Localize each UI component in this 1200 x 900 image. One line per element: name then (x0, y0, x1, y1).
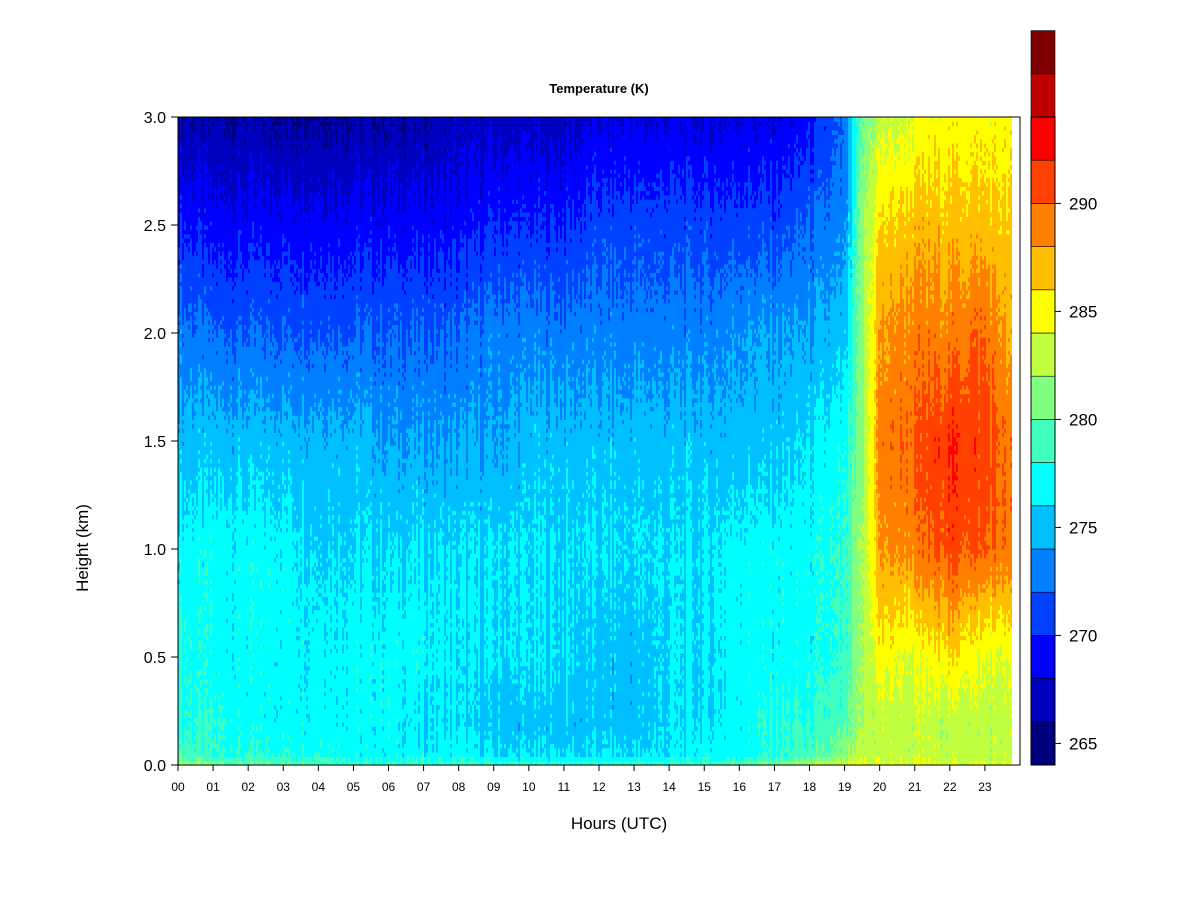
heatmap-cells (178, 117, 1021, 766)
chart-title: Temperature (K) (549, 81, 648, 96)
